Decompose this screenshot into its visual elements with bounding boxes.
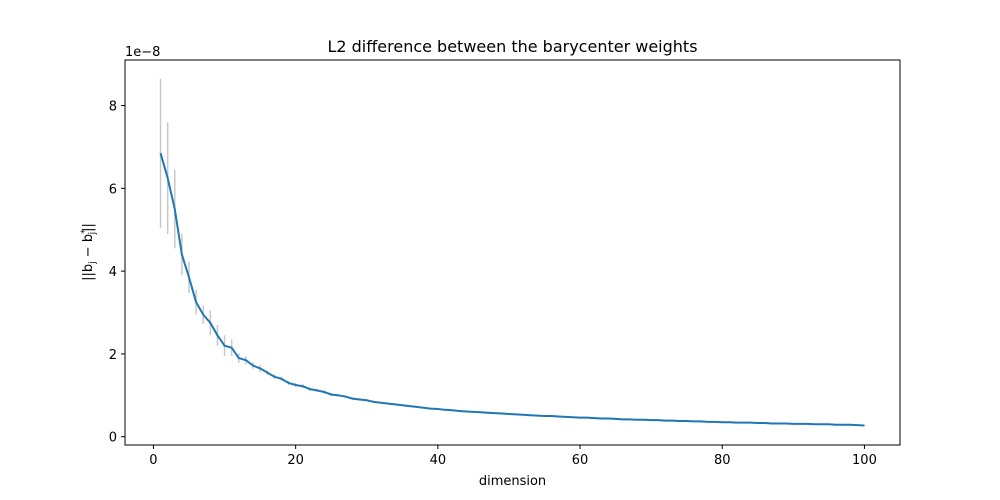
y-tick-label: 4 (109, 265, 117, 280)
x-tick-label: 80 (714, 453, 731, 468)
x-tick-label: 20 (287, 453, 304, 468)
y-tick-label: 8 (109, 100, 117, 115)
x-tick-label: 60 (572, 453, 589, 468)
y-label-mid: − b (81, 234, 96, 261)
series-line (159, 152, 865, 427)
y-label-sub2: j (88, 232, 98, 236)
chart-title: L2 difference between the barycenter wei… (327, 37, 697, 56)
x-axis: 0 20 40 60 80 100 (149, 445, 877, 468)
y-tick-label: 6 (109, 182, 117, 197)
y-label-prefix: ||b (81, 264, 96, 281)
y-label-sub: j (88, 261, 98, 265)
y-axis-label: ||bj − b*j|| (80, 223, 98, 281)
y-tick-label: 0 (109, 431, 117, 446)
x-axis-label: dimension (479, 474, 546, 489)
x-tick-label: 40 (430, 453, 447, 468)
errorbar-group (159, 78, 866, 426)
y-label-suffix: || (81, 223, 96, 232)
x-tick-label: 0 (149, 453, 157, 468)
y-tick-label: 2 (109, 348, 117, 363)
y-axis: 0 2 4 6 8 (109, 100, 125, 446)
y-offset-text: 1e−8 (125, 45, 160, 60)
y-label-sup: * (80, 229, 90, 234)
plot-frame (124, 59, 901, 446)
x-tick-label: 100 (852, 453, 877, 468)
